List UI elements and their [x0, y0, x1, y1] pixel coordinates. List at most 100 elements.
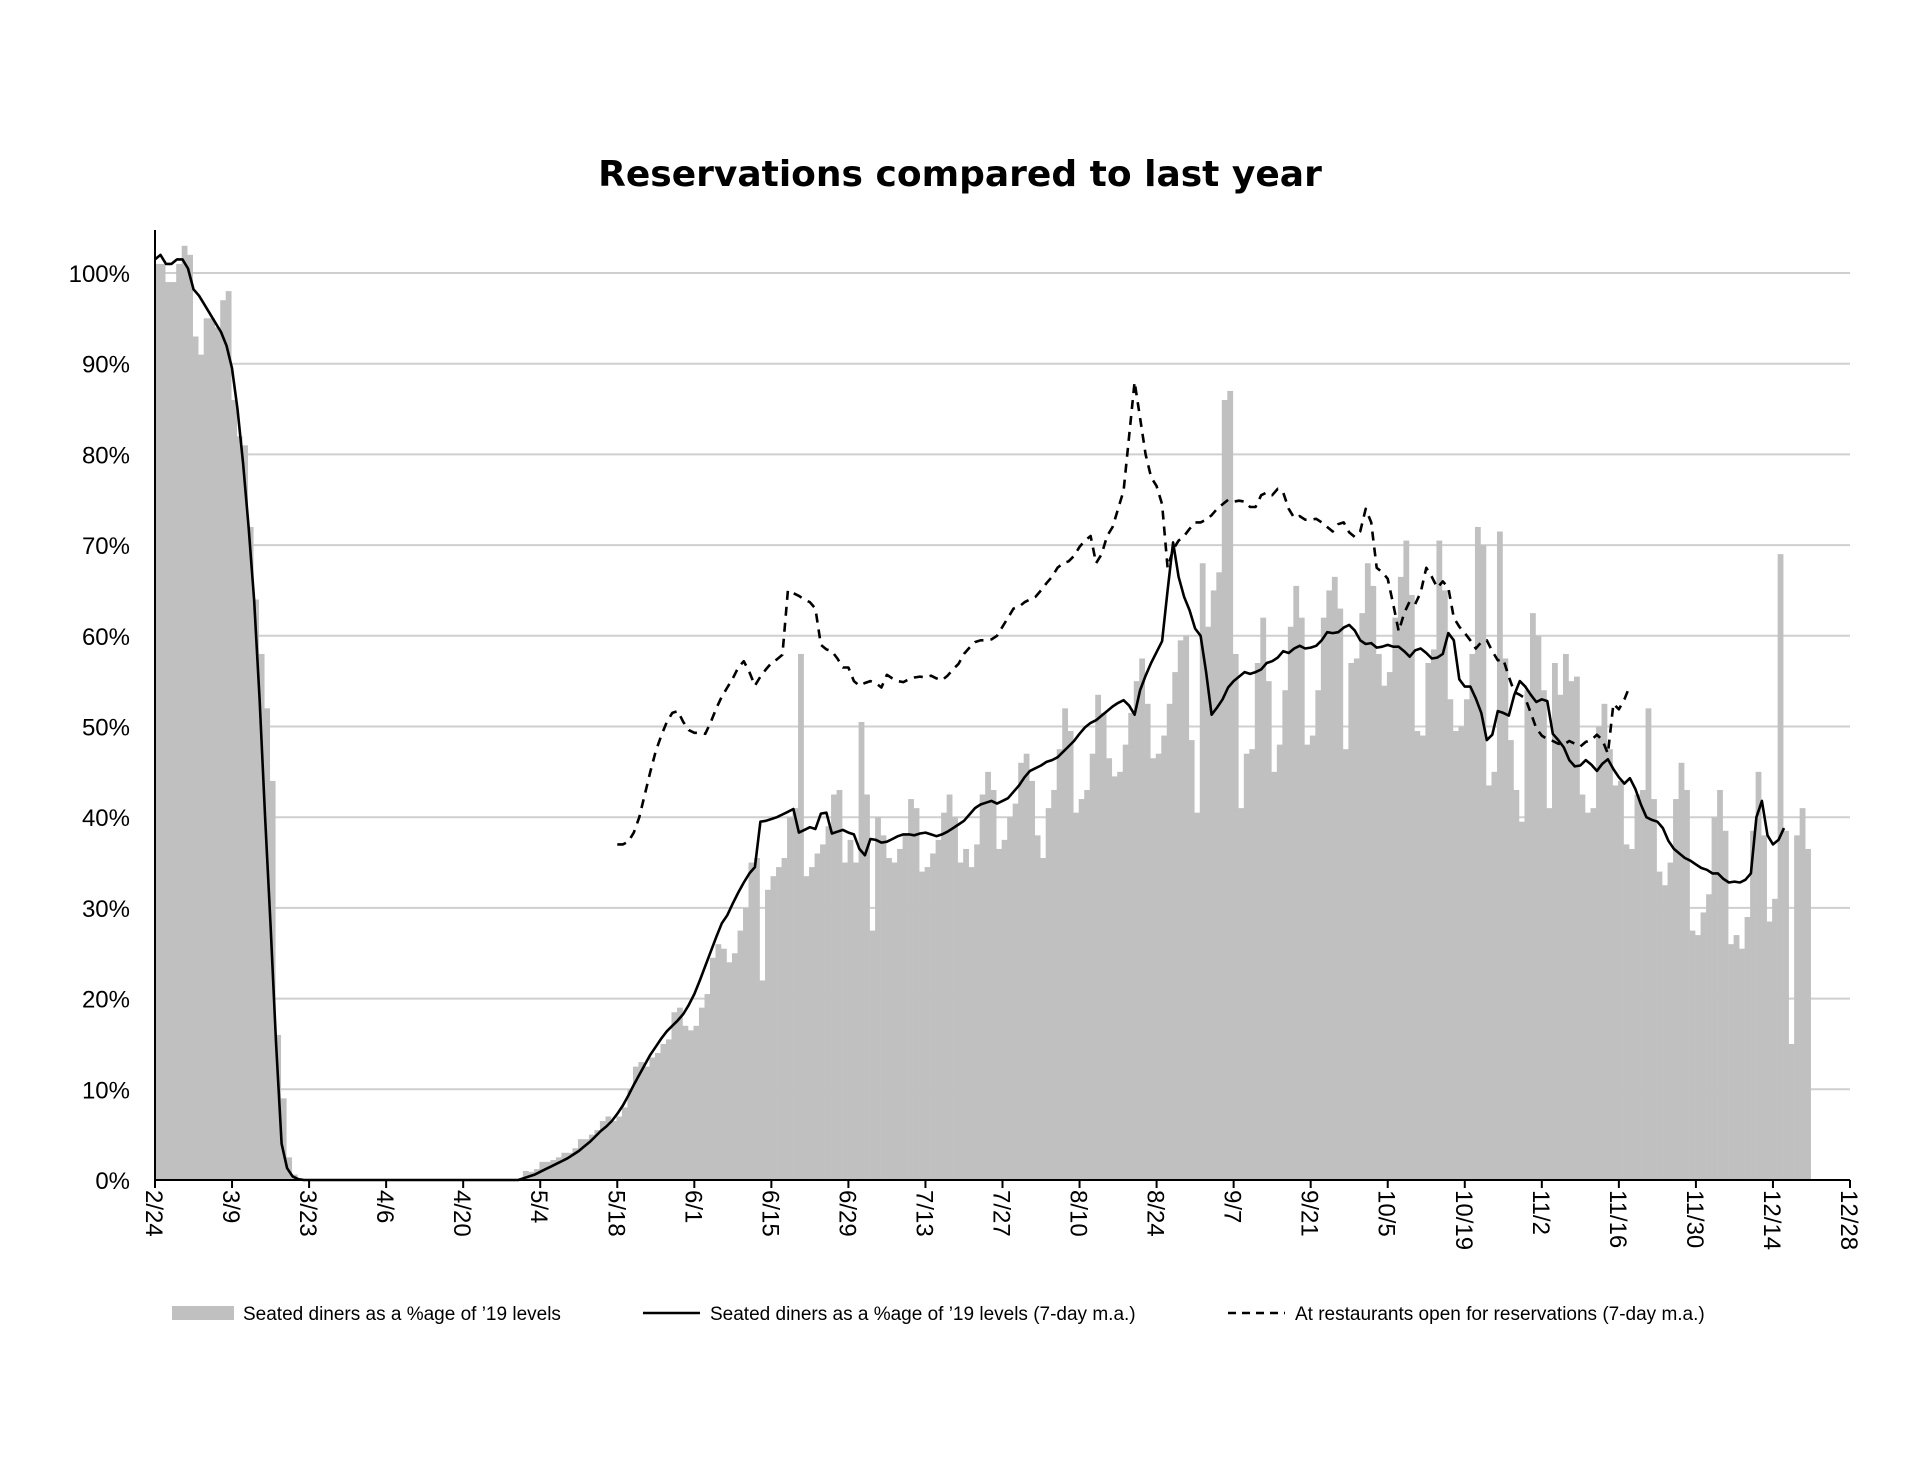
- bar: [594, 1130, 601, 1180]
- bar: [286, 1157, 293, 1180]
- bar: [869, 930, 876, 1180]
- bar: [1254, 663, 1261, 1180]
- bar: [1348, 663, 1355, 1180]
- bar: [968, 867, 975, 1180]
- x-tick-label: 10/5: [1373, 1190, 1400, 1237]
- bar: [880, 835, 887, 1180]
- bar: [632, 1066, 639, 1180]
- bar: [1018, 762, 1024, 1180]
- x-tick-label: 5/4: [525, 1190, 552, 1223]
- bar: [1034, 835, 1041, 1180]
- bar: [985, 771, 991, 1180]
- bar: [1326, 590, 1333, 1180]
- bar: [1073, 812, 1080, 1180]
- bar: [770, 876, 777, 1180]
- bar: [1293, 585, 1300, 1180]
- bar: [555, 1157, 562, 1180]
- bar: [759, 980, 766, 1180]
- bar: [253, 599, 260, 1180]
- bar: [550, 1160, 557, 1180]
- chart-title: Reservations compared to last year: [598, 154, 1322, 195]
- bar: [1205, 626, 1212, 1180]
- bar: [1001, 839, 1008, 1180]
- legend: Seated diners as a %age of ’19 levels Sea…: [172, 1304, 1705, 1325]
- bar: [1700, 912, 1707, 1180]
- dashed-series-line: [617, 380, 1632, 846]
- bar: [996, 848, 1002, 1180]
- bar: [1485, 785, 1492, 1180]
- bar: [687, 1030, 694, 1180]
- bar: [957, 862, 964, 1180]
- bar: [1243, 753, 1250, 1180]
- bar: [1524, 690, 1531, 1180]
- bar: [1337, 608, 1344, 1180]
- bar: [1194, 812, 1201, 1180]
- bar: [1040, 858, 1047, 1180]
- bar: [1667, 862, 1674, 1180]
- bar: [1276, 744, 1283, 1180]
- bar: [1750, 830, 1756, 1180]
- bar: [831, 794, 837, 1180]
- x-tick-label: 8/24: [1142, 1190, 1169, 1237]
- bar: [209, 318, 216, 1181]
- bar: [1199, 563, 1206, 1180]
- bar: [941, 812, 947, 1180]
- bar: [1507, 740, 1514, 1180]
- bar: [1062, 708, 1069, 1180]
- bar: [1144, 703, 1151, 1180]
- x-tick-label: 5/18: [602, 1190, 629, 1237]
- bar: [1618, 780, 1624, 1180]
- bar: [891, 862, 898, 1180]
- bar: [1172, 672, 1179, 1180]
- bar: [1458, 726, 1465, 1180]
- bar: [1777, 554, 1784, 1180]
- bar: [203, 318, 210, 1181]
- bar: [864, 794, 870, 1180]
- bar: [913, 808, 920, 1180]
- bar: [1133, 681, 1140, 1180]
- bar: [1761, 835, 1767, 1180]
- bar: [1364, 563, 1371, 1180]
- bar: [990, 789, 997, 1180]
- bar: [220, 300, 227, 1181]
- bar: [1546, 808, 1553, 1180]
- bar: [979, 794, 986, 1180]
- y-tick-label: 100%: [69, 261, 130, 288]
- bar: [1496, 531, 1503, 1180]
- bar: [1766, 921, 1773, 1180]
- bar: [1722, 830, 1729, 1180]
- bar: [247, 526, 254, 1180]
- bar: [660, 1043, 667, 1180]
- bar: [1051, 789, 1058, 1180]
- bar: [1535, 635, 1542, 1180]
- bar: [1084, 789, 1091, 1180]
- bar: [1794, 835, 1800, 1180]
- bar: [1007, 817, 1013, 1180]
- bar: [1717, 789, 1723, 1180]
- bar: [1755, 771, 1762, 1180]
- bar: [1183, 635, 1190, 1180]
- bar: [1029, 780, 1035, 1180]
- bar: [187, 254, 193, 1181]
- bar: [225, 291, 232, 1180]
- bar: [198, 354, 205, 1180]
- bar: [665, 1039, 672, 1180]
- y-tick-label: 60%: [82, 624, 130, 651]
- y-tick-label: 80%: [82, 442, 130, 469]
- bar: [1414, 731, 1421, 1180]
- bar: [1656, 871, 1663, 1180]
- bar: [1271, 771, 1278, 1180]
- bar: [1518, 821, 1525, 1180]
- bar: [1150, 758, 1157, 1180]
- x-tick-label: 7/27: [988, 1190, 1015, 1237]
- bar: [1579, 794, 1586, 1180]
- bar: [1067, 731, 1074, 1180]
- bar: [599, 1121, 606, 1180]
- bar: [1568, 681, 1575, 1180]
- x-tick-label: 11/2: [1527, 1190, 1554, 1235]
- bar: [1287, 626, 1294, 1180]
- bar: [577, 1139, 584, 1180]
- bar: [693, 1025, 700, 1180]
- bar: [1386, 672, 1393, 1180]
- bar: [710, 957, 716, 1180]
